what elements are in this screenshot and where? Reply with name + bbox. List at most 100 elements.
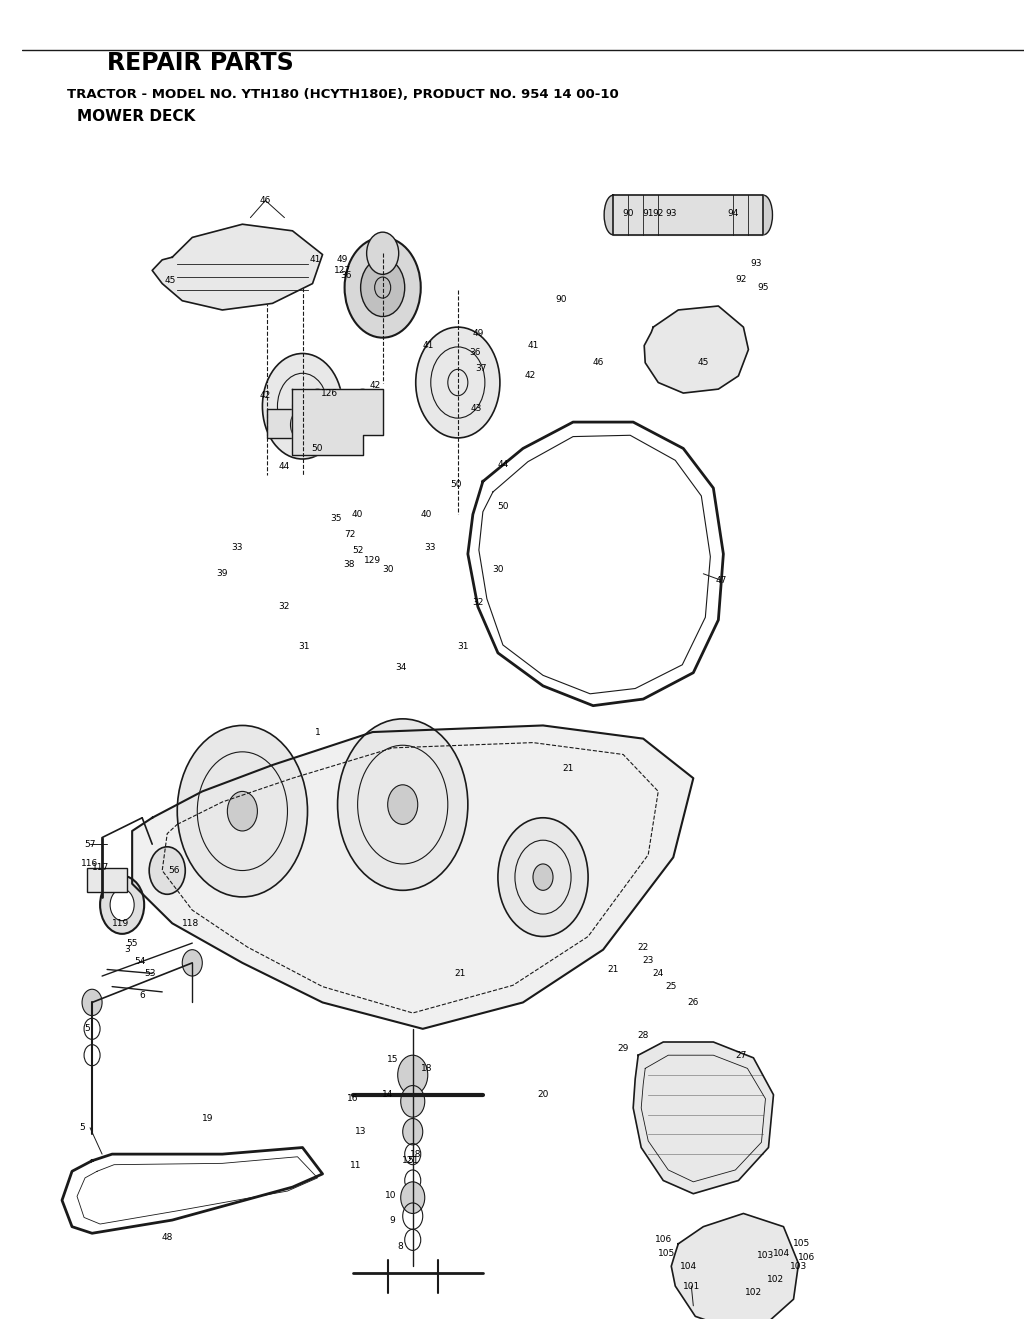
Text: 12: 12 bbox=[402, 1157, 414, 1165]
Text: 118: 118 bbox=[181, 919, 199, 927]
Text: 33: 33 bbox=[231, 543, 243, 551]
Text: 95: 95 bbox=[758, 284, 769, 291]
Text: 93: 93 bbox=[666, 210, 677, 218]
Circle shape bbox=[402, 1119, 423, 1145]
Circle shape bbox=[352, 389, 373, 415]
Text: 32: 32 bbox=[279, 603, 290, 611]
Text: 42: 42 bbox=[260, 392, 271, 400]
Text: 41: 41 bbox=[527, 342, 539, 350]
Text: 92: 92 bbox=[735, 276, 748, 284]
Circle shape bbox=[400, 1086, 425, 1117]
Text: 40: 40 bbox=[352, 510, 364, 518]
Text: 3: 3 bbox=[124, 946, 130, 954]
Text: 18: 18 bbox=[410, 1150, 422, 1158]
Text: 34: 34 bbox=[395, 663, 407, 671]
Ellipse shape bbox=[755, 195, 772, 235]
FancyBboxPatch shape bbox=[267, 409, 338, 438]
Text: 35: 35 bbox=[330, 514, 341, 522]
Text: 53: 53 bbox=[144, 969, 156, 977]
Text: 15: 15 bbox=[387, 1055, 398, 1063]
Text: 26: 26 bbox=[688, 998, 699, 1006]
Text: 21: 21 bbox=[562, 765, 573, 773]
Text: 102: 102 bbox=[744, 1289, 762, 1297]
Text: 92: 92 bbox=[652, 210, 664, 218]
Circle shape bbox=[182, 950, 203, 976]
Text: 31: 31 bbox=[299, 642, 310, 650]
Text: 18: 18 bbox=[421, 1064, 432, 1072]
Text: 30: 30 bbox=[493, 566, 504, 574]
Circle shape bbox=[498, 818, 588, 936]
Circle shape bbox=[388, 785, 418, 824]
Text: 45: 45 bbox=[165, 277, 176, 285]
Text: 42: 42 bbox=[370, 381, 381, 389]
Text: 45: 45 bbox=[697, 359, 709, 367]
Text: 11: 11 bbox=[350, 1162, 361, 1170]
Text: 50: 50 bbox=[451, 480, 462, 488]
Text: 104: 104 bbox=[680, 1262, 697, 1270]
Circle shape bbox=[150, 847, 185, 894]
Text: 28: 28 bbox=[638, 1031, 649, 1039]
Text: 30: 30 bbox=[382, 566, 393, 574]
Text: 39: 39 bbox=[217, 570, 228, 578]
Circle shape bbox=[227, 791, 257, 831]
Text: TRACTOR - MODEL NO. YTH180 (HCYTH180E), PRODUCT NO. 954 14 00-10: TRACTOR - MODEL NO. YTH180 (HCYTH180E), … bbox=[67, 88, 618, 102]
Text: 48: 48 bbox=[162, 1233, 173, 1241]
Polygon shape bbox=[153, 224, 323, 310]
Ellipse shape bbox=[604, 195, 623, 235]
Text: 14: 14 bbox=[382, 1091, 393, 1099]
Text: 117: 117 bbox=[91, 864, 109, 872]
Text: 102: 102 bbox=[767, 1275, 784, 1283]
Text: 36: 36 bbox=[340, 272, 351, 280]
Circle shape bbox=[345, 237, 421, 338]
Circle shape bbox=[111, 889, 134, 921]
Text: 72: 72 bbox=[344, 530, 355, 538]
Text: 116: 116 bbox=[82, 860, 98, 868]
Text: 9: 9 bbox=[390, 1216, 395, 1224]
Text: 106: 106 bbox=[654, 1236, 672, 1244]
Text: 46: 46 bbox=[260, 197, 271, 204]
Text: 56: 56 bbox=[169, 867, 180, 874]
Text: 21: 21 bbox=[607, 966, 618, 973]
Text: 6: 6 bbox=[139, 992, 145, 1000]
Circle shape bbox=[100, 876, 144, 934]
Circle shape bbox=[262, 353, 343, 459]
Text: 106: 106 bbox=[798, 1253, 815, 1261]
Text: 29: 29 bbox=[617, 1045, 629, 1053]
Text: REPAIR PARTS: REPAIR PARTS bbox=[108, 51, 294, 75]
Text: 42: 42 bbox=[524, 372, 536, 380]
Text: 52: 52 bbox=[352, 546, 364, 554]
Text: 129: 129 bbox=[365, 557, 381, 565]
Text: 49: 49 bbox=[337, 256, 348, 264]
Text: 90: 90 bbox=[623, 210, 634, 218]
Polygon shape bbox=[613, 195, 764, 235]
Text: 22: 22 bbox=[638, 943, 649, 951]
Text: 103: 103 bbox=[790, 1262, 807, 1270]
Circle shape bbox=[360, 259, 404, 317]
Text: 16: 16 bbox=[347, 1095, 358, 1103]
Circle shape bbox=[82, 989, 102, 1016]
Text: 41: 41 bbox=[310, 256, 322, 264]
Text: 44: 44 bbox=[498, 460, 509, 468]
Text: 1: 1 bbox=[314, 728, 321, 736]
Text: 43: 43 bbox=[470, 405, 481, 413]
Text: 21: 21 bbox=[454, 969, 466, 977]
Circle shape bbox=[397, 1055, 428, 1095]
Text: 13: 13 bbox=[355, 1128, 367, 1136]
Text: 126: 126 bbox=[321, 389, 338, 397]
Text: 44: 44 bbox=[279, 463, 290, 471]
Text: 27: 27 bbox=[735, 1051, 748, 1059]
Text: 33: 33 bbox=[424, 543, 435, 551]
Text: 5: 5 bbox=[84, 1025, 90, 1033]
Text: 5: 5 bbox=[79, 1124, 85, 1132]
Text: 104: 104 bbox=[773, 1249, 791, 1257]
Polygon shape bbox=[293, 389, 383, 455]
Text: 105: 105 bbox=[657, 1249, 675, 1257]
Text: 91: 91 bbox=[642, 210, 654, 218]
Text: 101: 101 bbox=[683, 1282, 700, 1290]
Text: 24: 24 bbox=[652, 969, 664, 977]
Text: 46: 46 bbox=[593, 359, 604, 367]
Circle shape bbox=[416, 327, 500, 438]
Polygon shape bbox=[132, 725, 693, 1029]
Text: 38: 38 bbox=[343, 561, 354, 568]
Text: 20: 20 bbox=[538, 1091, 549, 1099]
